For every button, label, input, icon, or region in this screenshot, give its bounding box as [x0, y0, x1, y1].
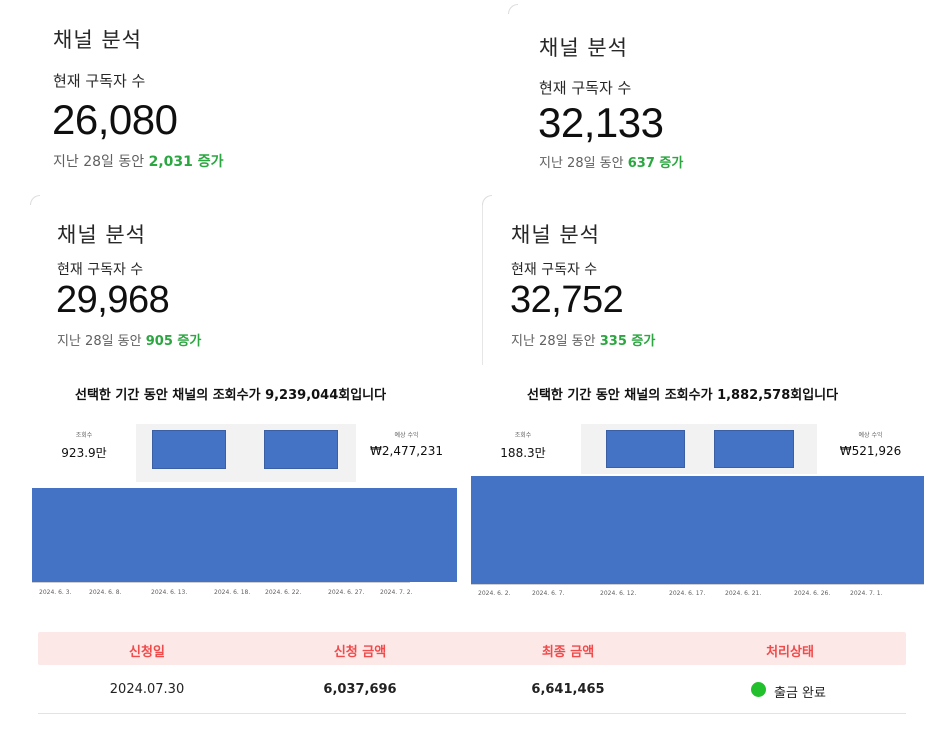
- delta-increase: 335 증가: [599, 334, 656, 349]
- subscriber-delta: 지난 28일 동안 905 증가: [57, 334, 202, 349]
- subscriber-card: 채널 분석 현재 구독자 수 29,968 지난 28일 동안 905 증가: [30, 195, 460, 355]
- subscriber-delta: 지난 28일 동안 637 증가: [539, 156, 684, 171]
- chart-axis: [471, 584, 924, 585]
- subscriber-count: 32,133: [538, 99, 664, 146]
- revenue-tile[interactable]: 예상 수익 ₩2,477,231: [356, 424, 457, 482]
- revenue-tile-value: ₩521,926: [839, 444, 902, 458]
- subscriber-label: 현재 구독자 수: [511, 262, 598, 278]
- views-chart-redacted: [471, 476, 924, 584]
- subscriber-label: 현재 구독자 수: [539, 79, 632, 97]
- metric-tiles: 조회수 923.9만 예상 수익 ₩2,477,231: [32, 424, 457, 482]
- views-tile[interactable]: 조회수 923.9만: [32, 424, 136, 482]
- views-tile-value: 188.3만: [500, 446, 546, 460]
- views-heading: 선택한 기간 동안 채널의 조회수가 1,882,578회입니다: [527, 388, 839, 403]
- date-label: 2024. 7. 1.: [850, 590, 883, 597]
- column-header-final-amount: 최종 금액: [541, 645, 595, 660]
- date-label: 2024. 6. 12.: [600, 590, 637, 597]
- views-panel: 조회수 188.3만 예상 수익 ₩521,926 2024. 6. 2. 20…: [465, 424, 924, 612]
- subscriber-delta: 지난 28일 동안 2,031 증가: [53, 154, 224, 170]
- delta-increase: 637 증가: [627, 156, 684, 171]
- chart-axis: [32, 582, 410, 583]
- date-label: 2024. 7. 2.: [380, 589, 413, 596]
- redacted-tile: [264, 430, 338, 469]
- revenue-tile-label: 예상 수익: [858, 432, 883, 439]
- date-label: 2024. 6. 22.: [265, 589, 302, 596]
- date-label: 2024. 6. 2.: [478, 590, 511, 597]
- views-tile-label: 조회수: [75, 432, 93, 439]
- redacted-tile: [152, 430, 226, 469]
- delta-increase: 905 증가: [145, 334, 202, 349]
- revenue-tile-value: ₩2,477,231: [370, 444, 443, 458]
- date-label: 2024. 6. 7.: [532, 590, 565, 597]
- subscriber-card: 채널 분석 현재 구독자 수 26,080 지난 28일 동안 2,031 증가: [40, 14, 460, 184]
- subscriber-card: 채널 분석 현재 구독자 수 32,133 지난 28일 동안 637 증가: [508, 4, 928, 184]
- views-tile-label: 조회수: [514, 432, 532, 439]
- final-amount: 6,641,465: [531, 682, 605, 697]
- date-label: 2024. 6. 17.: [669, 590, 706, 597]
- subscriber-count: 32,752: [510, 279, 624, 321]
- metric-tiles: 조회수 188.3만 예상 수익 ₩521,926: [465, 424, 924, 474]
- date-label: 2024. 6. 13.: [151, 589, 188, 596]
- card-corner: [508, 4, 518, 14]
- views-heading: 선택한 기간 동안 채널의 조회수가 9,239,044회입니다: [75, 388, 387, 403]
- views-tile[interactable]: 조회수 188.3만: [465, 424, 581, 474]
- delta-increase: 2,031 증가: [148, 154, 224, 170]
- request-amount: 6,037,696: [323, 682, 397, 697]
- date-label: 2024. 6. 21.: [725, 590, 762, 597]
- redacted-tile: [714, 430, 794, 468]
- payout-table-header: 신청일 신청 금액 최종 금액 처리상태: [38, 632, 906, 665]
- date-label: 2024. 6. 26.: [794, 590, 831, 597]
- date-label: 2024. 6. 18.: [214, 589, 251, 596]
- card-title: 채널 분석: [539, 36, 628, 60]
- revenue-tile-label: 예상 수익: [394, 432, 419, 439]
- date-label: 2024. 6. 27.: [328, 589, 365, 596]
- column-header-request-date: 신청일: [129, 645, 165, 660]
- column-header-request-amount: 신청 금액: [333, 645, 387, 660]
- subscriber-delta: 지난 28일 동안 335 증가: [511, 334, 656, 349]
- subscriber-card: 채널 분석 현재 구독자 수 32,752 지난 28일 동안 335 증가: [482, 195, 927, 365]
- subscriber-label: 현재 구독자 수: [53, 72, 146, 90]
- subscriber-count: 26,080: [52, 96, 178, 143]
- payout-row: 2024.07.30 6,037,696 6,641,465 출금 완료: [38, 670, 906, 714]
- subscriber-label: 현재 구독자 수: [57, 262, 144, 278]
- request-date: 2024.07.30: [109, 682, 185, 697]
- date-label: 2024. 6. 8.: [89, 589, 122, 596]
- status-text: 출금 완료: [774, 686, 826, 701]
- card-title: 채널 분석: [511, 223, 600, 247]
- card-title: 채널 분석: [57, 223, 146, 247]
- views-panel: 조회수 923.9만 예상 수익 ₩2,477,231 2024. 6. 3. …: [32, 424, 457, 600]
- views-tile-value: 923.9만: [61, 446, 107, 460]
- date-label: 2024. 6. 3.: [39, 589, 72, 596]
- card-corner: [482, 195, 492, 205]
- card-title: 채널 분석: [53, 28, 142, 52]
- revenue-tile[interactable]: 예상 수익 ₩521,926: [817, 424, 924, 474]
- column-header-status: 처리상태: [766, 645, 814, 660]
- subscriber-count: 29,968: [56, 279, 170, 321]
- views-chart-redacted: [32, 488, 457, 582]
- card-corner: [30, 195, 40, 205]
- card-edge: [482, 205, 483, 365]
- status-dot-icon: [751, 682, 766, 697]
- redacted-tile: [606, 430, 685, 468]
